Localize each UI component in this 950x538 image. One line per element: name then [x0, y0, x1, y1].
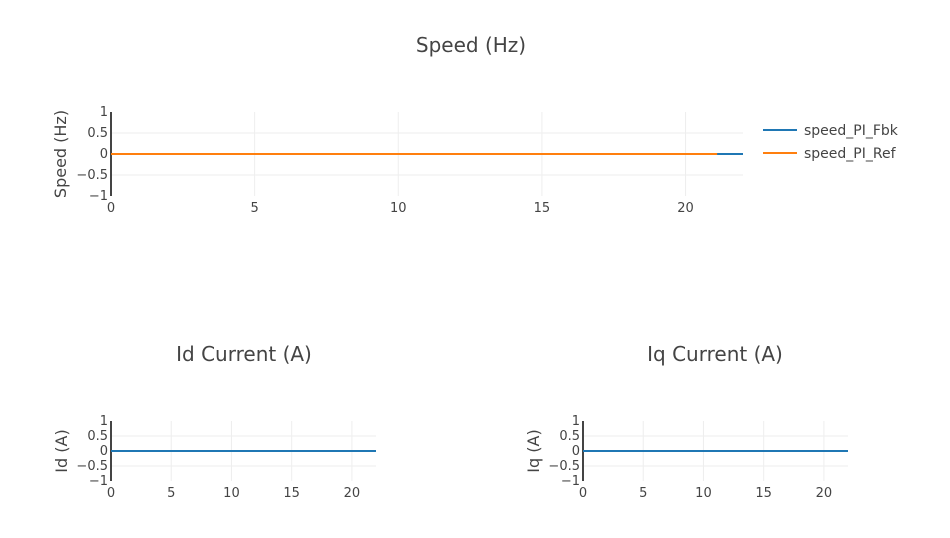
- y-axis-label: Iq (A): [524, 429, 543, 472]
- x-tick-label: 15: [534, 201, 551, 216]
- y-tick-label: 0: [572, 444, 580, 459]
- chart-title: Iq Current (A): [647, 342, 783, 366]
- x-tick-label: 5: [167, 486, 175, 501]
- x-tick-label: 0: [107, 486, 115, 501]
- x-tick-label: 5: [639, 486, 647, 501]
- x-tick-label: 20: [344, 486, 361, 501]
- y-tick-label: 0.5: [87, 429, 108, 444]
- x-tick-label: 0: [579, 486, 587, 501]
- x-tick-label: 15: [755, 486, 772, 501]
- x-tick-label: 0: [107, 201, 115, 216]
- y-tick-label: −1: [89, 474, 108, 489]
- y-tick-label: 1: [572, 414, 580, 429]
- chart-title: Speed (Hz): [416, 33, 526, 57]
- x-tick-label: 20: [677, 201, 694, 216]
- y-tick-label: 0: [100, 147, 108, 162]
- y-axis-label: Speed (Hz): [51, 110, 70, 198]
- speed-chart: Speed (Hz) 0 5 10 15 20 1 0.5 0 −0.5 −1 Speed (Hz) s…: [51, 33, 899, 216]
- x-tick-label: 10: [695, 486, 712, 501]
- y-tick-label: 0.5: [559, 429, 580, 444]
- y-tick-label: 1: [100, 105, 108, 120]
- y-tick-label: 1: [100, 414, 108, 429]
- x-tick-label: 5: [250, 201, 258, 216]
- x-tick-label: 10: [223, 486, 240, 501]
- x-tick-label: 10: [390, 201, 407, 216]
- x-tick-label: 20: [816, 486, 833, 501]
- y-tick-label: 0.5: [87, 126, 108, 141]
- y-tick-label: 0: [100, 444, 108, 459]
- y-tick-label: −0.5: [548, 459, 580, 474]
- x-tick-label: 15: [283, 486, 300, 501]
- legend-label: speed_PI_Fbk: [804, 123, 899, 139]
- y-tick-label: −1: [561, 474, 580, 489]
- legend: speed_PI_Fbk speed_PI_Ref: [763, 123, 899, 162]
- legend-label: speed_PI_Ref: [804, 146, 897, 162]
- y-tick-label: −0.5: [76, 459, 108, 474]
- y-axis-label: Id (A): [52, 429, 71, 472]
- chart-title: Id Current (A): [176, 342, 312, 366]
- y-tick-label: −0.5: [76, 168, 108, 183]
- y-tick-label: −1: [89, 189, 108, 204]
